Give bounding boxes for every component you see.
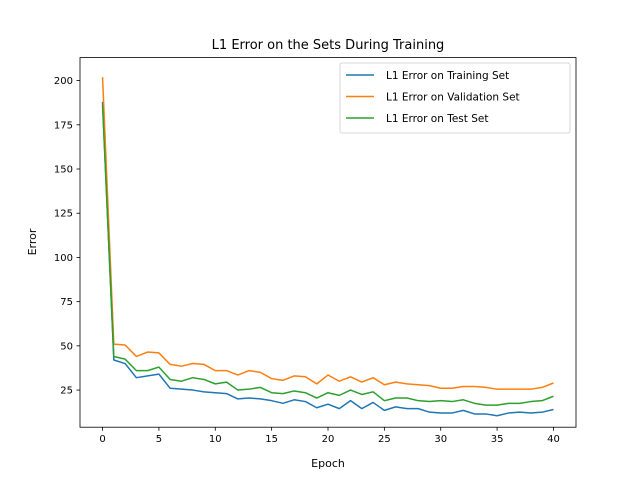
y-tick-label: 125 bbox=[54, 209, 73, 220]
plot-frame bbox=[79, 57, 577, 428]
legend-label: L1 Error on Test Set bbox=[386, 113, 488, 125]
x-tick-label: 15 bbox=[265, 434, 278, 445]
series-line-1 bbox=[101, 101, 554, 417]
y-tick-label: 25 bbox=[60, 386, 73, 397]
y-tick-label: 175 bbox=[54, 120, 73, 131]
x-axis-title: Epoch bbox=[311, 457, 345, 470]
x-tick-label: 30 bbox=[434, 434, 447, 445]
x-axis: 0 5 10 15 20 25 30 35 40 bbox=[99, 427, 560, 445]
y-axis-title: Error bbox=[26, 228, 39, 255]
x-tick-label: 35 bbox=[491, 434, 504, 445]
x-tick-label: 40 bbox=[547, 434, 560, 445]
y-tick-label: 50 bbox=[60, 341, 73, 352]
legend-label: L1 Error on Training Set bbox=[386, 70, 509, 82]
x-tick-label: 20 bbox=[322, 434, 335, 445]
legend-box bbox=[339, 62, 571, 134]
chart-title: L1 Error on the Sets During Training bbox=[212, 38, 445, 53]
y-axis: 25 50 75 100 125 150 175 200 bbox=[54, 76, 80, 397]
x-tick-label: 0 bbox=[99, 434, 105, 445]
y-tick-label: 75 bbox=[60, 297, 73, 308]
series-layer bbox=[101, 77, 554, 417]
x-tick-label: 25 bbox=[378, 434, 391, 445]
legend-label: L1 Error on Validation Set bbox=[386, 92, 520, 104]
y-tick-label: 150 bbox=[54, 165, 73, 176]
y-tick-label: 200 bbox=[54, 76, 73, 87]
y-tick-label: 100 bbox=[54, 253, 73, 264]
legend: L1 Error on Training Set L1 Error on Vali… bbox=[339, 62, 571, 134]
series-line-3 bbox=[101, 105, 554, 406]
x-tick-label: 10 bbox=[209, 434, 222, 445]
series-line-2 bbox=[101, 77, 554, 390]
x-tick-label: 5 bbox=[156, 434, 162, 445]
